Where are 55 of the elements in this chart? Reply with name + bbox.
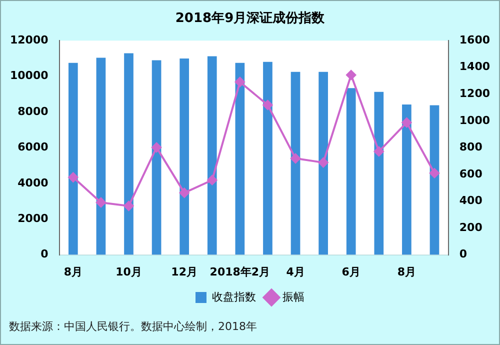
y2-tick-label: 1200 <box>459 87 490 100</box>
y2-tick-label: 1600 <box>459 33 490 46</box>
x-tick-label: 10月 <box>116 265 142 278</box>
x-tick-label: 2018年2月 <box>210 265 270 278</box>
point <box>374 146 384 156</box>
bar <box>263 62 272 255</box>
bar <box>235 62 245 255</box>
chart-title: 2018年9月深证成份指数 <box>175 11 326 26</box>
point <box>179 188 190 198</box>
x-tick-label: 8月 <box>64 265 82 278</box>
y-tick-label: 0 <box>40 248 49 261</box>
x-tick-label: 12月 <box>171 265 198 278</box>
point <box>96 197 106 208</box>
point <box>402 118 412 128</box>
point <box>234 76 245 87</box>
bar <box>374 92 384 255</box>
x-tick-label: 6月 <box>342 265 360 278</box>
bar <box>402 104 412 255</box>
point <box>429 168 440 178</box>
bar <box>152 60 162 255</box>
bar <box>430 105 440 255</box>
point <box>290 153 301 164</box>
y-tick-label: 2000 <box>18 212 49 225</box>
source-note: 数据来源：中国人民银行。数据中心绘制，2018年 <box>9 319 257 334</box>
y2-tick-label: 1400 <box>459 60 490 74</box>
x-tick-label: 8月 <box>397 265 416 278</box>
point <box>68 172 78 182</box>
point <box>346 70 356 80</box>
point <box>207 175 218 186</box>
legend-label: 振幅 <box>282 290 304 304</box>
y-tick-label: 10000 <box>10 69 49 82</box>
y-tick-label: 12000 <box>10 33 49 46</box>
point <box>318 158 328 168</box>
x-tick-label: 4月 <box>286 265 305 278</box>
bar <box>318 72 328 255</box>
y2-tick-label: 200 <box>459 220 483 234</box>
bar <box>124 53 134 255</box>
bar <box>290 72 300 255</box>
bar <box>346 88 356 255</box>
y2-tick-label: 400 <box>459 194 483 208</box>
y2-tick-label: 0 <box>459 248 468 261</box>
y-tick-label: 4000 <box>18 176 49 190</box>
point <box>124 200 134 211</box>
y2-tick-label: 1000 <box>459 114 490 127</box>
bar <box>180 58 190 255</box>
bar <box>96 58 106 255</box>
y2-tick-label: 800 <box>459 140 483 154</box>
bar <box>207 56 217 255</box>
point <box>262 100 273 110</box>
bar <box>68 62 78 255</box>
y-tick-label: 8000 <box>18 104 49 118</box>
point <box>152 142 162 152</box>
y-tick-label: 6000 <box>18 140 49 154</box>
legend-label: 收盘指数 <box>212 290 256 304</box>
y2-tick-label: 600 <box>459 167 483 180</box>
